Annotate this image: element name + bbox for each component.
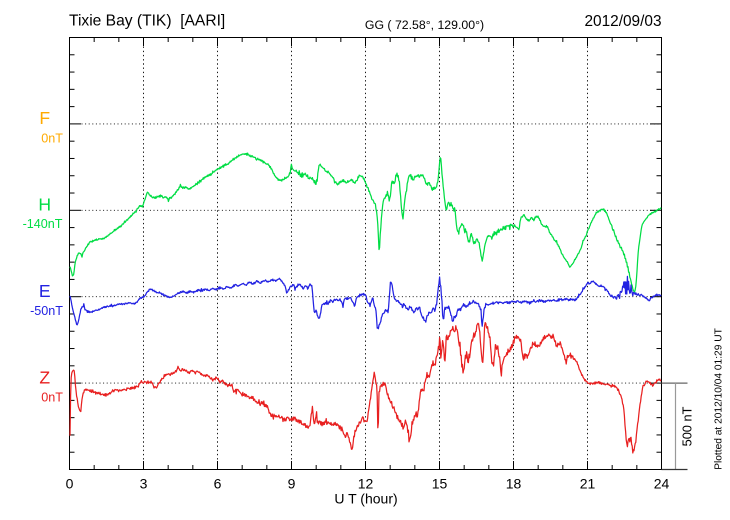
svg-text:0nT: 0nT	[41, 390, 63, 404]
svg-text:3: 3	[140, 476, 148, 492]
svg-text:12: 12	[358, 476, 374, 492]
svg-text:2012/09/03: 2012/09/03	[584, 13, 661, 30]
svg-text:500 nT: 500 nT	[680, 406, 695, 446]
svg-text:Z: Z	[39, 367, 50, 387]
svg-text:Tixie Bay (TIK) [AARI]: Tixie Bay (TIK) [AARI]	[69, 13, 225, 30]
svg-text:-50nT: -50nT	[30, 304, 63, 318]
svg-text:GG ( 72.58°, 129.00°): GG ( 72.58°, 129.00°)	[365, 18, 484, 32]
svg-text:24: 24	[654, 476, 670, 492]
svg-text:H: H	[38, 195, 51, 215]
svg-text:6: 6	[214, 476, 222, 492]
svg-text:-140nT: -140nT	[23, 217, 63, 231]
svg-text:15: 15	[432, 476, 448, 492]
svg-text:Plotted at 2012/10/04 01:29 UT: Plotted at 2012/10/04 01:29 UT	[714, 328, 725, 470]
svg-text:U T (hour): U T (hour)	[334, 491, 397, 507]
svg-text:E: E	[39, 281, 51, 301]
svg-text:F: F	[39, 108, 50, 128]
svg-text:0: 0	[66, 476, 74, 492]
svg-text:0nT: 0nT	[41, 132, 63, 146]
svg-text:21: 21	[580, 476, 596, 492]
svg-text:18: 18	[506, 476, 522, 492]
svg-text:9: 9	[288, 476, 296, 492]
